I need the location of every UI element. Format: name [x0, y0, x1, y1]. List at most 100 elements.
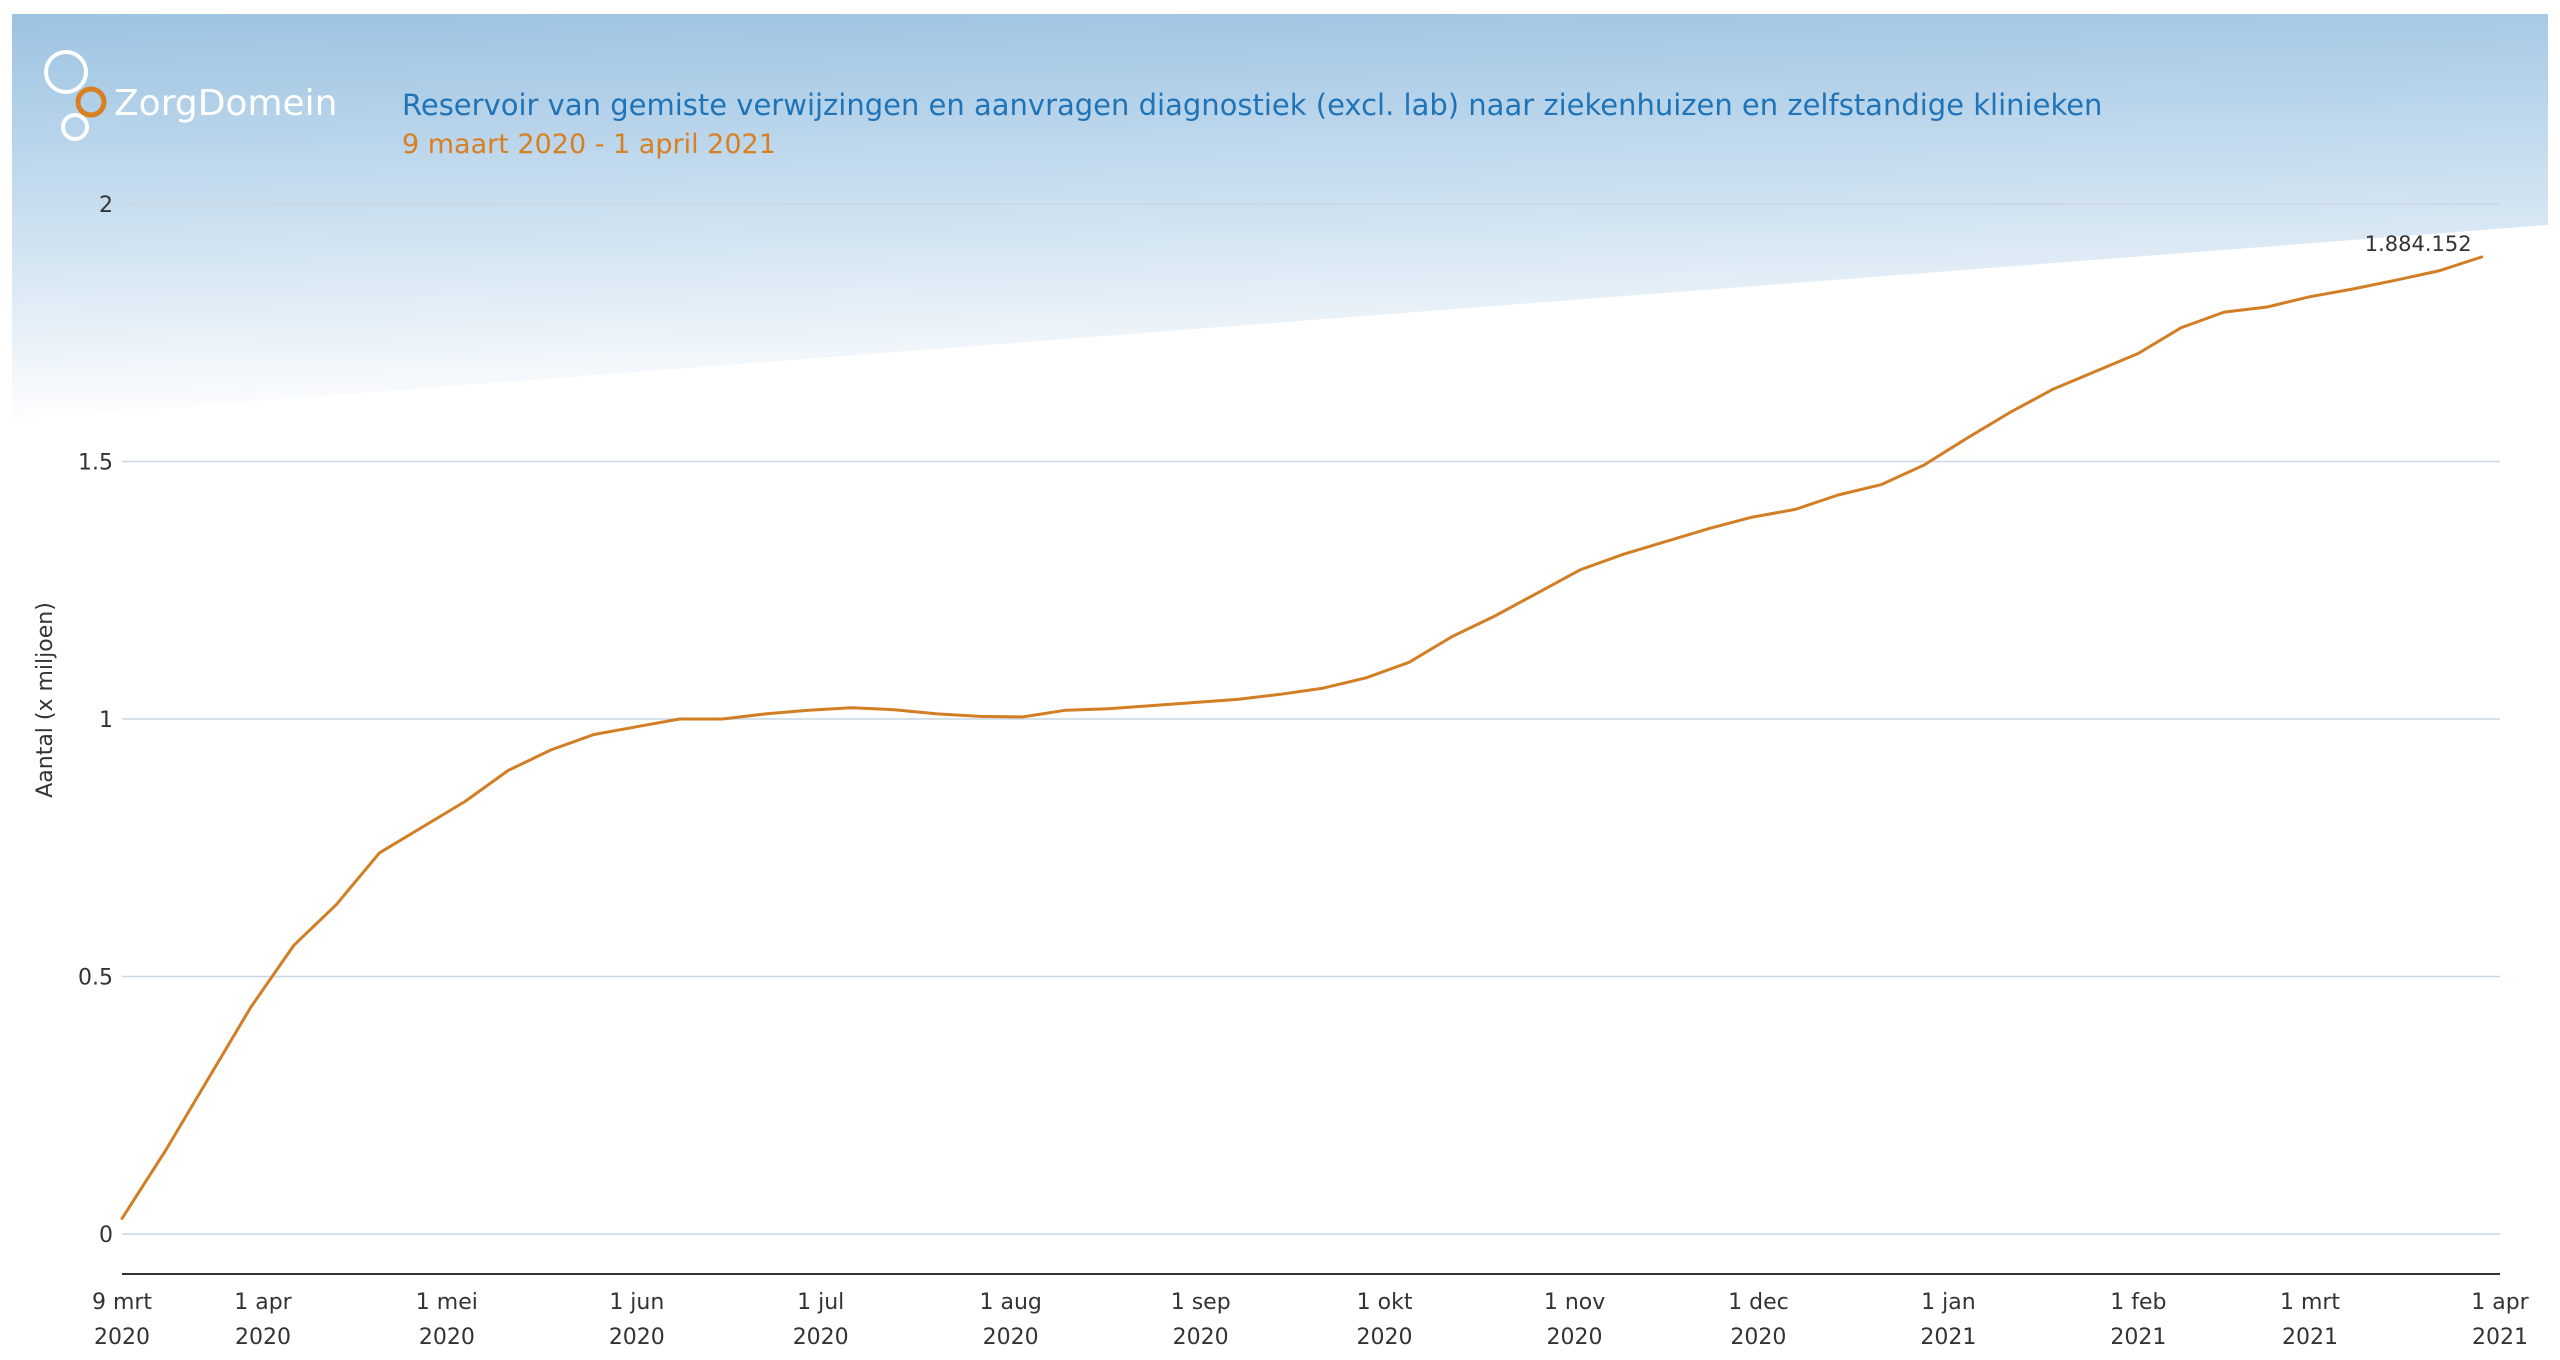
y-tick-labels: 0 0.5 1 1.5 2	[78, 193, 113, 1248]
data-point	[1665, 540, 1668, 543]
x-tick-year: 2020	[1173, 1325, 1229, 1350]
data-point	[1150, 704, 1153, 707]
x-tick-label: 1 jul	[797, 1290, 844, 1315]
x-tick: 1 okt 2020	[1357, 1290, 1413, 1350]
data-point	[1836, 493, 1840, 497]
data-point	[2265, 305, 2269, 309]
x-tick-year: 2021	[2110, 1325, 2166, 1350]
x-tick-year: 2020	[1357, 1325, 1413, 1350]
chart-title: Reservoir van gemiste verwijzingen en aa…	[402, 88, 2102, 122]
x-tick: 1 mei 2020	[416, 1290, 478, 1350]
x-tick-label: 1 dec	[1728, 1290, 1789, 1315]
series-line	[120, 255, 2484, 1220]
data-point	[1407, 661, 1411, 664]
data-point	[163, 1150, 167, 1153]
data-point	[1450, 635, 1454, 638]
data-point	[592, 733, 596, 736]
data-point	[2051, 388, 2054, 391]
y-tick-label: 0.5	[78, 966, 113, 991]
x-tick: 1 aug 2020	[979, 1290, 1041, 1350]
x-tick-year: 2020	[419, 1325, 475, 1350]
y-tick-label: 1.5	[78, 451, 113, 476]
data-point	[935, 712, 939, 716]
data-point	[893, 708, 896, 711]
data-point	[1622, 553, 1625, 556]
x-tick-label: 1 mrt	[2280, 1290, 2340, 1315]
data-point	[1279, 693, 1282, 696]
data-point	[1021, 715, 1025, 719]
header-banner	[12, 14, 2548, 420]
data-point	[1922, 463, 1926, 467]
data-point	[1579, 568, 1582, 571]
x-tick: 1 jul 2020	[793, 1290, 849, 1350]
x-tick: 1 nov 2020	[1544, 1290, 1605, 1350]
x-tick: 1 jun 2020	[609, 1290, 665, 1350]
logo-circle-small	[61, 113, 89, 141]
data-point	[2394, 279, 2397, 282]
data-point	[549, 748, 553, 752]
x-tick: 1 sep 2020	[1171, 1290, 1231, 1350]
x-tick-label: 1 nov	[1544, 1290, 1605, 1315]
data-point	[2180, 326, 2183, 329]
data-point	[2308, 295, 2312, 298]
data-point	[978, 715, 982, 718]
x-tick-label: 1 mei	[416, 1290, 478, 1315]
data-point	[335, 903, 338, 906]
data-point	[249, 1006, 252, 1009]
x-tick-year: 2020	[1730, 1325, 1786, 1350]
x-tick: 1 feb 2021	[2110, 1290, 2166, 1350]
data-point	[2223, 310, 2226, 314]
data-point	[1193, 701, 1196, 704]
data-point	[850, 706, 853, 709]
x-tick-label: 1 apr	[234, 1290, 292, 1315]
data-point	[2137, 352, 2140, 355]
x-tick: 9 mrt 2020	[92, 1290, 152, 1350]
data-point	[1708, 527, 1711, 530]
data-point	[1493, 614, 1497, 618]
x-tick-label: 1 okt	[1357, 1290, 1413, 1315]
data-point	[378, 851, 381, 855]
x-tick-year: 2020	[983, 1325, 1039, 1350]
data-point	[1107, 707, 1110, 710]
x-tick-year: 2021	[1920, 1325, 1976, 1350]
x-tick-year: 2021	[2472, 1325, 2528, 1350]
x-tick: 1 apr 2021	[2471, 1290, 2529, 1350]
data-point	[1965, 437, 1969, 440]
x-tick-year: 2020	[94, 1325, 150, 1350]
x-tick-year: 2020	[793, 1325, 849, 1350]
x-tick-label: 9 mrt	[92, 1290, 152, 1315]
data-point	[2480, 255, 2483, 259]
data-point	[206, 1078, 209, 1081]
data-point	[1751, 515, 1754, 519]
y-tick-label: 0	[99, 1223, 113, 1248]
data-point	[1236, 698, 1239, 701]
x-tick-label: 1 feb	[2110, 1290, 2166, 1315]
data-point	[506, 769, 510, 772]
annotations: 1.884.152	[2365, 232, 2472, 256]
x-tick-year: 2021	[2282, 1325, 2338, 1350]
data-point	[635, 725, 638, 728]
data-point	[721, 717, 724, 721]
chart-subtitle: 9 maart 2020 - 1 april 2021	[402, 129, 776, 160]
x-tick: 1 dec 2020	[1728, 1290, 1789, 1350]
x-tick-label: 1 jan	[1921, 1290, 1976, 1315]
data-point	[2437, 269, 2440, 273]
data-point	[292, 944, 295, 947]
data-point	[764, 712, 767, 716]
data-point	[421, 825, 424, 829]
x-tick-label: 1 apr	[2471, 1290, 2529, 1315]
data-point	[2351, 287, 2355, 291]
data-point	[1365, 676, 1368, 679]
x-tick-year: 2020	[609, 1325, 665, 1350]
data-point	[1879, 483, 1883, 486]
brand-name: ZorgDomein	[114, 83, 338, 124]
data-point	[2008, 411, 2011, 414]
data-point	[1322, 686, 1325, 690]
x-tick: 1 apr 2020	[234, 1290, 292, 1350]
data-point	[464, 800, 467, 803]
x-tick-label: 1 jun	[609, 1290, 664, 1315]
data-point	[678, 717, 681, 721]
x-tick-year: 2020	[235, 1325, 291, 1350]
